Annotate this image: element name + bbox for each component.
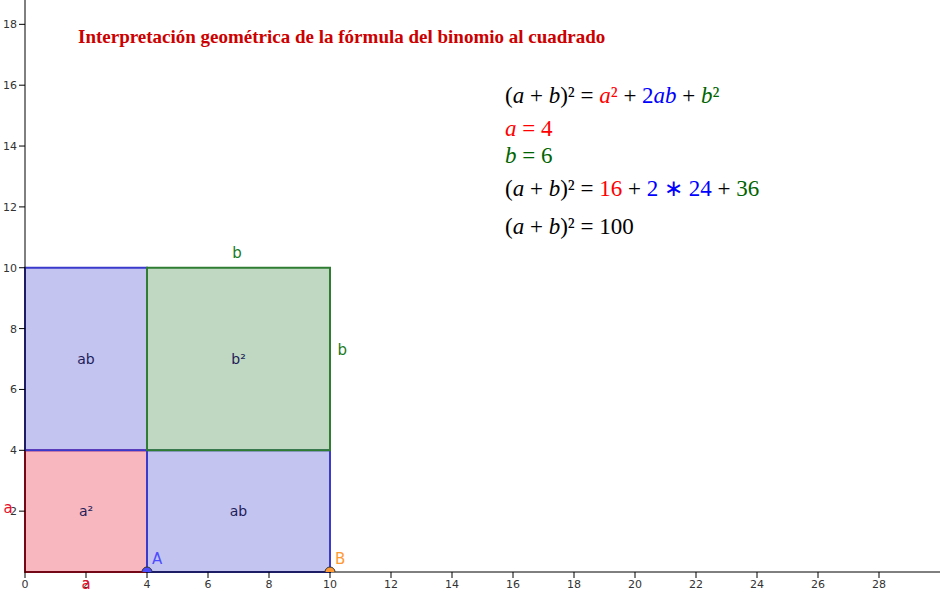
svg-text:b: b (232, 244, 242, 262)
svg-text:16: 16 (8, 79, 17, 92)
svg-text:8: 8 (266, 578, 273, 591)
svg-text:20: 20 (628, 578, 642, 591)
svg-text:18: 18 (567, 578, 581, 591)
html-text:(a + b) ² = 1 0 0: (a + b) ² = 1 0 0 (505, 214, 634, 239)
html-text:(a + b) ² = 1 6 + 2 ∗ 2 4 + 3: (a + b) ² = 1 6 + 2 ∗ 2 4 + 3 6 (505, 176, 760, 201)
html-text:Interpretación geométrica de l: Interpretación geométrica de la fórmula … (78, 26, 606, 47)
svg-text:18: 18 (8, 18, 17, 31)
svg-text:16: 16 (506, 578, 520, 591)
svg-text:ab: ab (77, 351, 95, 367)
html-text:b = 6: b = 6 (505, 143, 553, 168)
svg-text:b²: b² (231, 351, 246, 367)
svg-text:4: 4 (10, 444, 17, 457)
html-text:(a + b) ² = a ² + 2 a b + b ²: (a + b) ² = a ² + 2 a b + b ² (505, 83, 720, 108)
svg-text:8: 8 (10, 323, 17, 336)
svg-text:0: 0 (22, 578, 29, 591)
svg-text:ab: ab (230, 503, 248, 519)
svg-text:12: 12 (384, 578, 398, 591)
svg-text:14: 14 (8, 140, 17, 153)
svg-text:6: 6 (205, 578, 212, 591)
svg-text:28: 28 (872, 578, 886, 591)
svg-text:b: b (337, 341, 347, 359)
html-text:a = 4: a = 4 (505, 116, 553, 141)
svg-text:12: 12 (8, 201, 17, 214)
svg-text:a: a (81, 575, 90, 593)
svg-text:B: B (335, 550, 345, 568)
svg-text:6: 6 (10, 383, 17, 396)
svg-text:a: a (8, 499, 13, 517)
svg-text:24: 24 (750, 578, 764, 591)
svg-text:22: 22 (689, 578, 703, 591)
svg-text:4: 4 (144, 578, 151, 591)
svg-text:2: 2 (10, 505, 17, 519)
svg-text:10: 10 (323, 578, 337, 591)
svg-text:A: A (152, 550, 163, 568)
svg-text:26: 26 (811, 578, 825, 591)
svg-text:10: 10 (8, 262, 17, 275)
svg-text:14: 14 (445, 578, 459, 591)
svg-text:a²: a² (79, 503, 93, 519)
